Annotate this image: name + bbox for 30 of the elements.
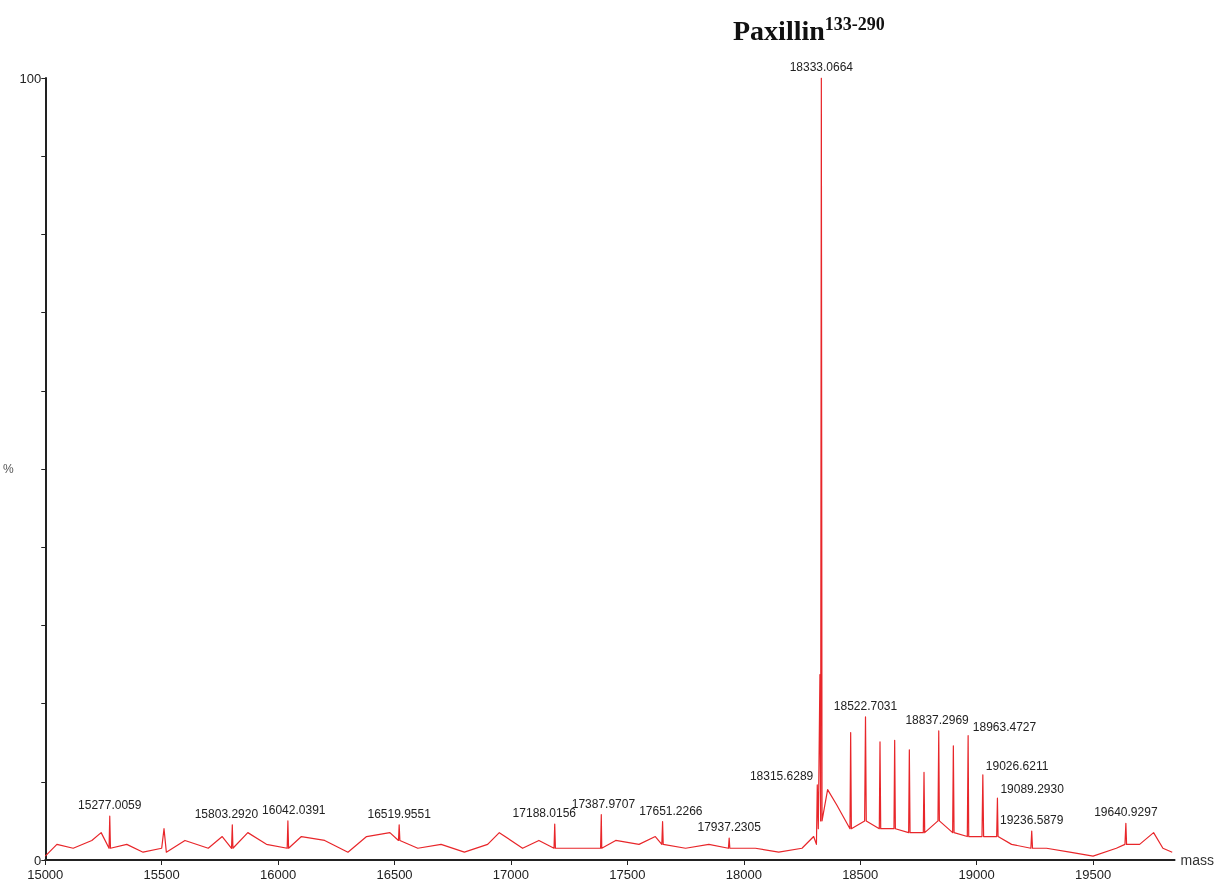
y-axis-title: %: [3, 462, 14, 476]
annotation: 18963.4727: [972, 719, 1037, 734]
y-tick-label: 100: [19, 70, 42, 86]
x-tick-label: 18000: [725, 867, 762, 882]
annotation: 19026.6211: [985, 758, 1049, 773]
x-tick-label: 15000: [27, 867, 64, 882]
annotation: 15277.0059: [78, 798, 142, 813]
annotation: 18315.6289: [749, 768, 814, 783]
annotation: 16519.9551: [367, 806, 432, 821]
annotation: 19640.9297: [1094, 805, 1158, 820]
x-tick-label: 17500: [609, 867, 646, 882]
annotation: 19236.5879: [1000, 813, 1064, 828]
annotation: 19089.2930: [1000, 782, 1065, 797]
x-axis-title: mass: [1180, 852, 1214, 868]
annotation: 18333.0664: [789, 60, 854, 74]
x-tick-label: 16500: [376, 867, 413, 882]
annotation: 18837.2969: [905, 712, 970, 727]
annotation: 16042.0391: [262, 802, 326, 817]
annotation: 17651.2266: [639, 803, 703, 818]
x-tick-label: 17000: [492, 867, 530, 882]
x-tick-label: 15500: [143, 867, 180, 882]
y-tick-label: 0: [34, 852, 42, 868]
x-tick-label: 16000: [260, 867, 297, 882]
x-tick-label: 18500: [842, 867, 879, 882]
x-tick-label: 19500: [1074, 867, 1112, 882]
annotation: 17937.2305: [697, 820, 762, 835]
line-series: [44, 77, 1173, 857]
x-tick-label: 19000: [958, 867, 995, 882]
annotation: 15803.2920: [194, 806, 259, 821]
annotation: 18522.7031: [833, 698, 898, 713]
